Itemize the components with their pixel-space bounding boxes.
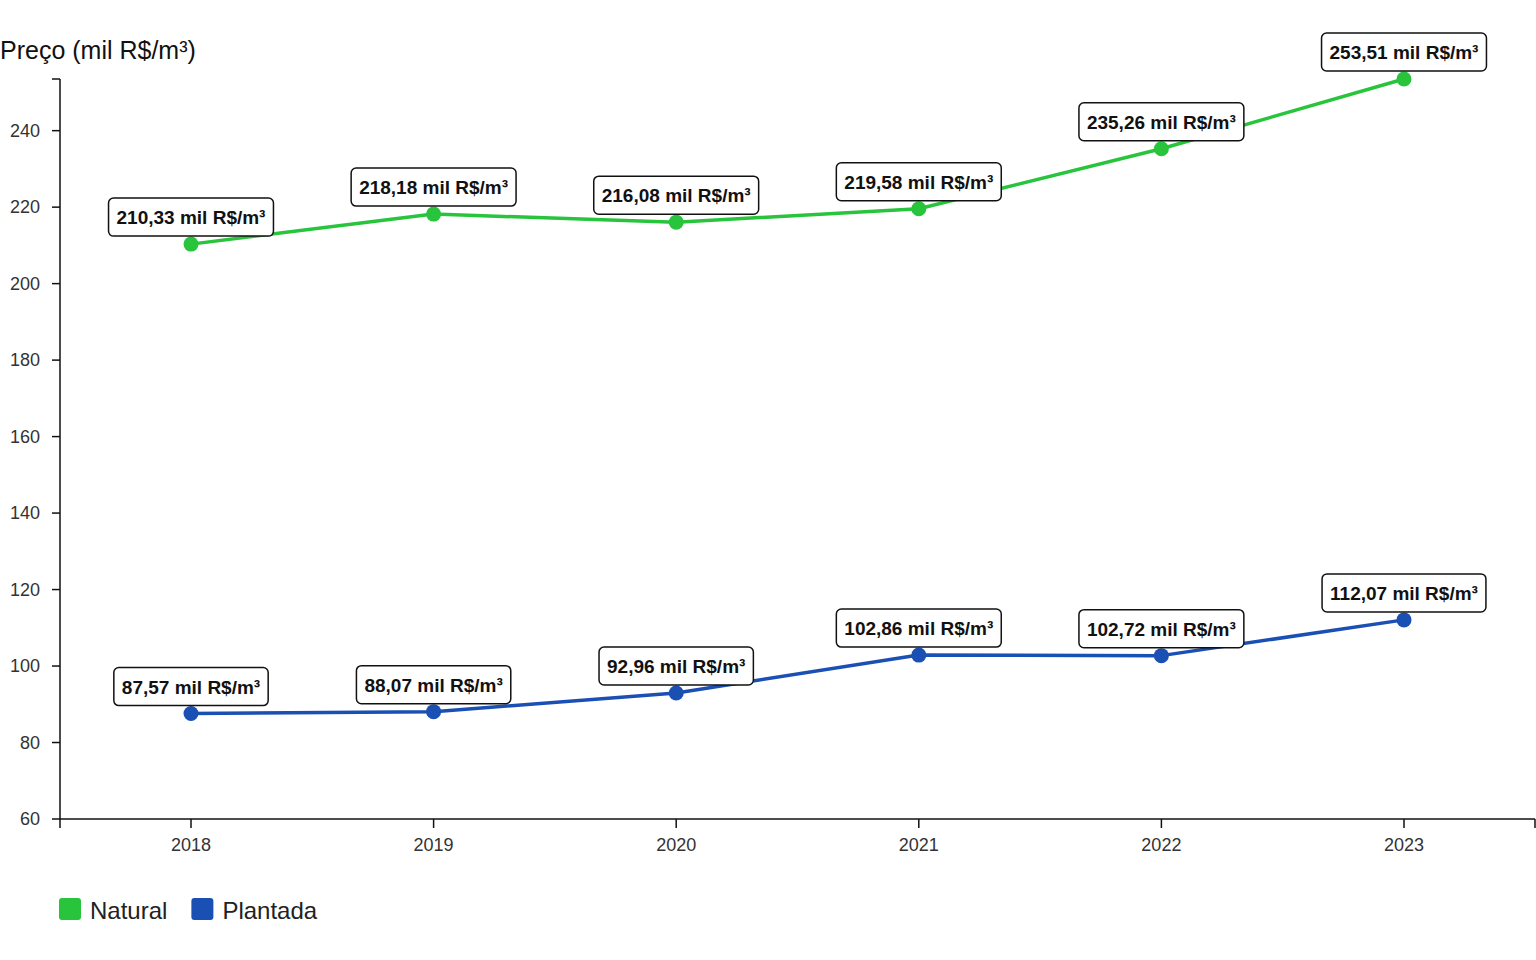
point xyxy=(1154,648,1169,663)
data-label: 216,08 mil R$/m³ xyxy=(602,185,751,206)
legend-label: Plantada xyxy=(222,897,317,924)
y-tick xyxy=(52,818,60,820)
data-label-box xyxy=(836,163,1001,201)
y-tick-label: 240 xyxy=(10,121,40,141)
x-tick-label: 2022 xyxy=(1141,835,1181,855)
x-tick-label: 2019 xyxy=(414,835,454,855)
data-label-box xyxy=(599,647,753,685)
x-tick xyxy=(190,819,192,828)
y-tick xyxy=(52,512,60,514)
data-label-box xyxy=(1079,610,1244,648)
data-label-box xyxy=(114,668,268,706)
data-label-box xyxy=(356,666,510,704)
data-label-box xyxy=(1322,574,1486,612)
data-label: 253,51 mil R$/m³ xyxy=(1330,42,1479,63)
x-tick xyxy=(1403,819,1405,828)
point xyxy=(1396,72,1411,87)
x-axis-end xyxy=(1534,819,1536,828)
y-tick-label: 140 xyxy=(10,503,40,523)
data-label: 112,07 mil R$/m³ xyxy=(1330,583,1478,604)
data-label: 210,33 mil R$/m³ xyxy=(117,207,266,228)
point xyxy=(184,237,199,252)
data-label-box xyxy=(1079,103,1244,141)
x-tick-label: 2023 xyxy=(1384,835,1424,855)
data-label-box xyxy=(836,609,1001,647)
data-labels: 210,33 mil R$/m³ 218,18 mil R$/m³ 216,08 m… xyxy=(109,33,1487,706)
data-label: 102,86 mil R$/m³ xyxy=(844,618,993,639)
point xyxy=(911,201,926,216)
y-tick xyxy=(52,665,60,667)
point xyxy=(426,704,441,719)
y-tick xyxy=(52,359,60,361)
data-label: 218,18 mil R$/m³ xyxy=(359,177,508,198)
data-label: 92,96 mil R$/m³ xyxy=(607,656,745,677)
x-axis-line xyxy=(60,818,1535,820)
data-label-box xyxy=(594,176,759,214)
legend-swatch xyxy=(59,898,81,920)
y-axis-line xyxy=(59,79,61,819)
legend-label: Natural xyxy=(90,897,167,924)
x-tick-label: 2020 xyxy=(656,835,696,855)
x-tick xyxy=(1161,819,1163,828)
y-axis-end xyxy=(52,78,60,80)
y-tick xyxy=(52,130,60,132)
point xyxy=(1154,141,1169,156)
data-label-box xyxy=(109,198,274,236)
point xyxy=(911,648,926,663)
chart: Preço (mil R$/m³) 60 80 100 120 140 160 180 200 2… xyxy=(0,0,1536,960)
y-tick xyxy=(52,206,60,208)
series-line xyxy=(191,79,1404,244)
x-tick xyxy=(433,819,435,828)
y-tick xyxy=(52,283,60,285)
plot-area xyxy=(184,72,1412,722)
data-label-box xyxy=(351,168,516,206)
data-label-box xyxy=(1322,33,1487,71)
y-tick-label: 100 xyxy=(10,656,40,676)
y-tick-label: 200 xyxy=(10,274,40,294)
x-tick xyxy=(675,819,677,828)
point xyxy=(669,215,684,230)
y-axis-label: Preço (mil R$/m³) xyxy=(0,36,196,64)
x-tick-label: 2021 xyxy=(899,835,939,855)
y-tick xyxy=(52,436,60,438)
point xyxy=(426,207,441,222)
y-tick-label: 180 xyxy=(10,350,40,370)
x-axis-end xyxy=(59,819,61,828)
y-tick-label: 220 xyxy=(10,197,40,217)
y-tick-label: 60 xyxy=(20,809,40,829)
y-tick-label: 160 xyxy=(10,427,40,447)
legend-swatch xyxy=(191,898,213,920)
x-tick xyxy=(918,819,920,828)
point xyxy=(184,706,199,721)
y-tick xyxy=(52,589,60,591)
data-label: 87,57 mil R$/m³ xyxy=(122,677,260,698)
y-tick-label: 80 xyxy=(20,733,40,753)
data-label: 88,07 mil R$/m³ xyxy=(364,675,502,696)
data-label: 219,58 mil R$/m³ xyxy=(844,172,993,193)
y-tick xyxy=(52,742,60,744)
x-tick-label: 2018 xyxy=(171,835,211,855)
point xyxy=(1396,612,1411,627)
point xyxy=(669,685,684,700)
y-tick-label: 120 xyxy=(10,580,40,600)
data-label: 235,26 mil R$/m³ xyxy=(1087,112,1236,133)
data-label: 102,72 mil R$/m³ xyxy=(1087,619,1236,640)
